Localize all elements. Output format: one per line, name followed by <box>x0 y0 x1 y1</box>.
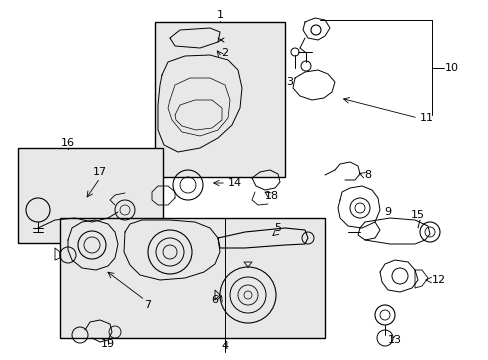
Text: 12: 12 <box>431 275 445 285</box>
Text: 16: 16 <box>61 138 75 148</box>
Text: 2: 2 <box>221 48 228 58</box>
Text: 19: 19 <box>101 339 115 349</box>
Text: 4: 4 <box>221 341 228 351</box>
Text: 11: 11 <box>419 113 433 123</box>
Bar <box>155 22 285 177</box>
Bar <box>18 148 163 243</box>
Text: 10: 10 <box>444 63 458 73</box>
Text: 3: 3 <box>285 77 292 87</box>
Text: 8: 8 <box>364 170 371 180</box>
Text: 9: 9 <box>384 207 391 217</box>
Text: 13: 13 <box>387 335 401 345</box>
Bar <box>60 218 325 338</box>
Text: 14: 14 <box>227 178 242 188</box>
Text: 5: 5 <box>274 223 281 233</box>
Text: 15: 15 <box>410 210 424 220</box>
Text: 1: 1 <box>216 10 223 20</box>
Text: 6: 6 <box>210 295 218 305</box>
Text: 7: 7 <box>144 300 151 310</box>
Text: 17: 17 <box>93 167 107 177</box>
Text: 18: 18 <box>264 191 279 201</box>
